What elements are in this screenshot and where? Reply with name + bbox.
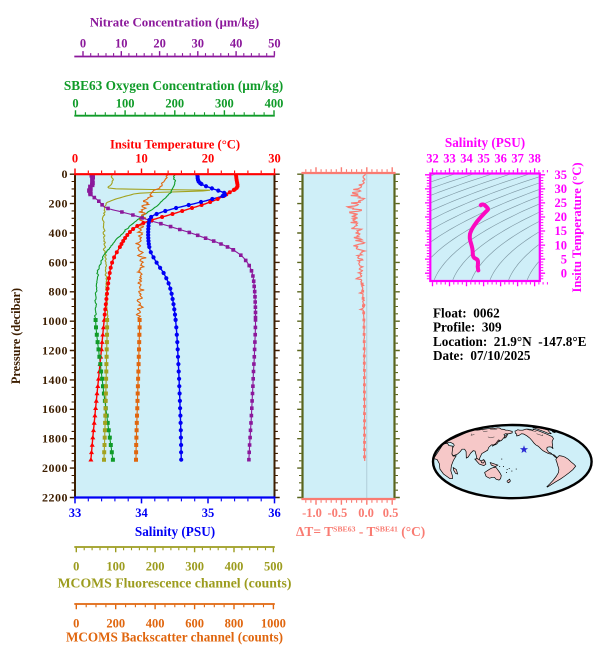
svg-text:50: 50 [268, 37, 281, 51]
svg-text:ΔT= TSBE63 - TSBE41 (°C): ΔT= TSBE63 - TSBE41 (°C) [296, 524, 425, 539]
svg-text:0: 0 [72, 152, 78, 166]
svg-text:100: 100 [106, 560, 125, 574]
svg-text:36: 36 [268, 506, 281, 520]
svg-text:400: 400 [225, 560, 244, 574]
svg-text:10: 10 [115, 37, 128, 51]
svg-text:200: 200 [106, 617, 125, 631]
svg-text:Float: 0062: Float: 0062 [433, 306, 500, 321]
svg-text:1000: 1000 [261, 617, 286, 631]
svg-text:Pressure (decibar): Pressure (decibar) [9, 288, 23, 384]
svg-text:Nitrate Concentration (µm/kg): Nitrate Concentration (µm/kg) [90, 16, 259, 30]
svg-text:20: 20 [555, 210, 568, 224]
svg-text:25: 25 [555, 196, 568, 210]
svg-text:37: 37 [511, 152, 524, 166]
svg-text:2200: 2200 [42, 490, 68, 504]
svg-text:200: 200 [165, 96, 184, 110]
svg-text:400: 400 [146, 617, 165, 631]
svg-text:30: 30 [555, 182, 568, 196]
svg-text:5: 5 [561, 252, 567, 266]
svg-text:1200: 1200 [42, 343, 68, 357]
svg-text:30: 30 [268, 152, 281, 166]
svg-text:20: 20 [202, 152, 215, 166]
svg-text:0: 0 [73, 560, 79, 574]
svg-text:0: 0 [561, 266, 567, 280]
svg-text:40: 40 [230, 37, 243, 51]
svg-text:800: 800 [225, 617, 244, 631]
svg-text:SBE63 Oxygen Concentration (µm: SBE63 Oxygen Concentration (µm/kg) [64, 78, 283, 93]
svg-text:35: 35 [202, 506, 215, 520]
svg-text:2000: 2000 [42, 461, 68, 475]
svg-text:0: 0 [73, 617, 79, 631]
svg-text:35: 35 [477, 152, 490, 166]
svg-text:0.0: 0.0 [358, 506, 374, 520]
svg-text:0: 0 [72, 96, 78, 110]
svg-text:10: 10 [135, 152, 148, 166]
svg-text:10: 10 [555, 238, 568, 252]
svg-text:200: 200 [49, 197, 69, 211]
svg-text:34: 34 [135, 506, 148, 520]
svg-text:15: 15 [555, 224, 568, 238]
svg-text:300: 300 [215, 96, 234, 110]
svg-text:Salinity (PSU): Salinity (PSU) [445, 135, 525, 150]
svg-text:30: 30 [192, 37, 205, 51]
svg-text:0.5: 0.5 [383, 506, 399, 520]
svg-text:Profile: 309: Profile: 309 [433, 320, 502, 335]
svg-text:400: 400 [265, 96, 284, 110]
svg-text:-0.5: -0.5 [328, 506, 348, 520]
svg-text:200: 200 [146, 560, 165, 574]
svg-text:500: 500 [264, 560, 283, 574]
svg-text:Salinity (PSU): Salinity (PSU) [135, 524, 215, 539]
svg-text:32: 32 [426, 152, 439, 166]
svg-text:0: 0 [80, 37, 86, 51]
svg-text:1600: 1600 [42, 402, 68, 416]
svg-text:Insitu Temperature (°C): Insitu Temperature (°C) [110, 138, 240, 152]
svg-text:33: 33 [443, 152, 456, 166]
svg-text:MCOMS Fluorescence channel (co: MCOMS Fluorescence channel (counts) [58, 576, 292, 592]
svg-text:1000: 1000 [42, 314, 68, 328]
svg-text:100: 100 [116, 96, 135, 110]
svg-text:1400: 1400 [42, 373, 68, 387]
svg-text:MCOMS Backscatter channel (cou: MCOMS Backscatter channel (counts) [66, 630, 283, 645]
svg-text:20: 20 [153, 37, 166, 51]
svg-text:1800: 1800 [42, 432, 68, 446]
svg-text:Location: 21.9°N -147.8°E: Location: 21.9°N -147.8°E [433, 334, 587, 349]
svg-text:38: 38 [528, 152, 541, 166]
svg-text:36: 36 [494, 152, 507, 166]
svg-text:-1.0: -1.0 [302, 506, 322, 520]
svg-text:33: 33 [69, 506, 82, 520]
svg-text:0: 0 [62, 167, 69, 181]
svg-text:Insitu Temperature (°C): Insitu Temperature (°C) [570, 162, 584, 292]
svg-text:600: 600 [49, 255, 69, 269]
svg-text:35: 35 [555, 168, 568, 182]
svg-text:300: 300 [185, 560, 204, 574]
svg-text:600: 600 [185, 617, 204, 631]
svg-text:34: 34 [460, 152, 473, 166]
svg-text:800: 800 [49, 285, 69, 299]
svg-text:400: 400 [49, 226, 69, 240]
svg-text:Date: 07/10/2025: Date: 07/10/2025 [433, 348, 531, 363]
